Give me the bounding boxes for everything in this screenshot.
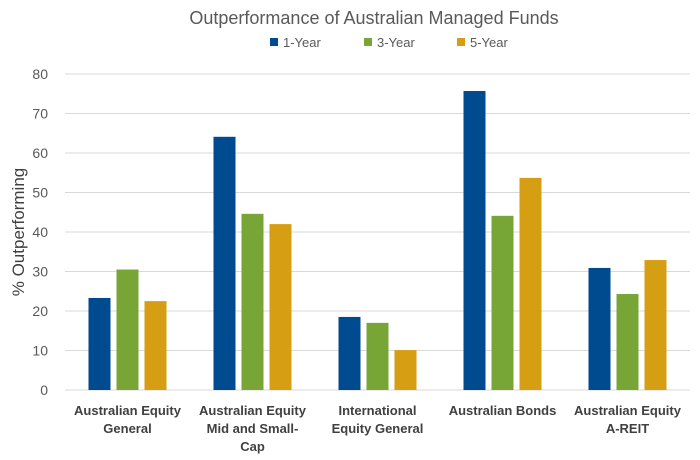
bar-5-year — [144, 301, 167, 390]
x-tick-label: Australian Equity — [574, 403, 682, 418]
y-axis-label: % Outperforming — [9, 168, 28, 297]
bar-1-year — [213, 136, 236, 390]
x-tick-label: Cap — [240, 439, 265, 454]
bar-3-year — [366, 322, 389, 390]
bar-5-year — [269, 224, 292, 390]
y-tick-label: 50 — [32, 185, 48, 201]
y-tick-label: 60 — [32, 145, 48, 161]
x-tick-label: Australian Bonds — [449, 403, 557, 418]
legend-swatch — [270, 38, 278, 46]
x-tick-label: A-REIT — [606, 421, 649, 436]
bar-1-year — [338, 316, 361, 390]
legend-swatch — [457, 38, 465, 46]
bar-3-year — [241, 213, 264, 390]
legend-label: 3-Year — [377, 35, 415, 50]
y-tick-label: 30 — [32, 264, 48, 280]
bar-3-year — [116, 269, 139, 390]
bar-5-year — [394, 350, 417, 390]
y-tick-label: 70 — [32, 106, 48, 122]
y-tick-label: 10 — [32, 343, 48, 359]
bar-3-year — [491, 215, 514, 390]
y-tick-label: 40 — [32, 224, 48, 240]
legend-swatch — [364, 38, 372, 46]
bar-5-year — [644, 260, 667, 390]
y-tick-label: 20 — [32, 303, 48, 319]
x-tick-label: Australian Equity — [199, 403, 307, 418]
bar-5-year — [519, 177, 542, 390]
legend-label: 1-Year — [283, 35, 321, 50]
x-tick-label: General — [103, 421, 151, 436]
chart-title: Outperformance of Australian Managed Fun… — [189, 8, 558, 28]
x-tick-label: Equity General — [332, 421, 424, 436]
y-tick-label: 0 — [40, 382, 48, 398]
bar-3-year — [616, 294, 639, 390]
y-tick-label: 80 — [32, 66, 48, 82]
bar-1-year — [463, 90, 486, 391]
bar-1-year — [588, 267, 611, 390]
x-tick-label: International — [338, 403, 416, 418]
x-tick-label: Mid and Small- — [207, 421, 299, 436]
x-tick-label: Australian Equity — [74, 403, 182, 418]
bar-1-year — [88, 297, 111, 390]
legend-label: 5-Year — [470, 35, 508, 50]
